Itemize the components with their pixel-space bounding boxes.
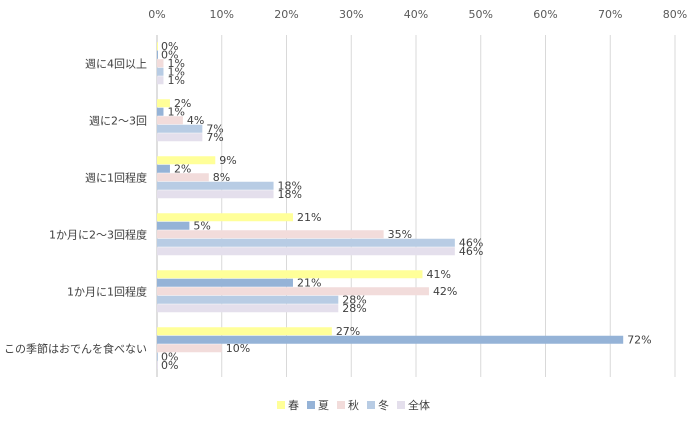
data-label: 35% — [388, 228, 412, 241]
bar — [157, 190, 274, 199]
bar — [157, 181, 274, 190]
category-label: 週に2～3回 — [89, 115, 147, 128]
data-label: 2% — [174, 162, 191, 175]
bar — [157, 361, 158, 370]
bar — [157, 107, 164, 116]
bar — [157, 278, 293, 287]
data-label: 27% — [336, 325, 360, 338]
data-label: 0% — [161, 40, 178, 53]
bar — [157, 156, 216, 165]
bar — [157, 50, 158, 59]
bar — [157, 76, 164, 85]
legend-label: 春 — [288, 399, 299, 412]
data-label: 8% — [213, 171, 230, 184]
bar — [157, 173, 209, 182]
x-tick-label: 40% — [404, 8, 428, 21]
data-label: 18% — [278, 179, 302, 192]
bar — [157, 327, 332, 336]
legend-swatch — [337, 401, 345, 409]
data-label: 21% — [297, 276, 321, 289]
x-tick-label: 70% — [598, 8, 622, 21]
data-label: 10% — [226, 342, 250, 355]
category-label: 1か月に2～3回程度 — [49, 228, 147, 242]
legend-swatch — [307, 401, 315, 409]
category-label: 1か月に1回程度 — [67, 285, 147, 299]
bar — [157, 270, 423, 279]
data-label: 28% — [342, 302, 366, 315]
legend-swatch — [367, 401, 375, 409]
data-label: 41% — [426, 268, 450, 281]
bar — [157, 99, 170, 108]
x-tick-label: 30% — [339, 8, 363, 21]
data-label: 1% — [167, 65, 184, 78]
x-tick-label: 60% — [533, 8, 557, 21]
data-label: 28% — [342, 293, 366, 306]
data-label: 1% — [167, 74, 184, 87]
data-label: 0% — [161, 48, 178, 61]
bar — [157, 164, 170, 173]
bar — [157, 304, 339, 313]
data-label: 5% — [193, 219, 210, 232]
category-label: 週に1回程度 — [85, 171, 147, 185]
data-label: 72% — [627, 333, 651, 346]
x-tick-label: 50% — [469, 8, 493, 21]
bar — [157, 42, 158, 51]
data-label: 0% — [161, 350, 178, 363]
x-tick-label: 20% — [274, 8, 298, 21]
x-tick-label: 10% — [210, 8, 234, 21]
bar — [157, 124, 203, 133]
data-label: 42% — [433, 285, 457, 298]
bar — [157, 295, 339, 304]
data-label: 18% — [278, 188, 302, 201]
legend-label: 秋 — [348, 398, 359, 412]
gridlines — [156, 35, 676, 377]
x-tick-label: 0% — [148, 8, 165, 21]
data-label: 21% — [297, 211, 321, 224]
data-label: 2% — [174, 97, 191, 110]
data-label: 9% — [219, 154, 236, 167]
x-tick-label: 80% — [663, 8, 687, 21]
bar — [157, 133, 203, 142]
data-label: 4% — [187, 114, 204, 127]
data-labels: 0%0%1%1%1%2%1%4%7%7%9%2%8%18%18%21%5%35%… — [161, 40, 652, 372]
bar — [157, 287, 429, 296]
category-label: この季節はおでんを食べない — [4, 342, 147, 356]
data-label: 46% — [459, 236, 483, 249]
bar — [157, 59, 164, 68]
x-axis-ticks: 0% 10% 20% 30% 40% 50% 60% 70% 80% — [148, 8, 687, 21]
bar — [157, 230, 384, 239]
category-label: 週に4回以上 — [85, 58, 147, 71]
bar — [157, 335, 624, 344]
legend-swatch — [277, 401, 285, 409]
bar — [157, 344, 222, 353]
data-label: 46% — [459, 245, 483, 258]
bar — [157, 116, 183, 125]
bars — [157, 42, 624, 370]
bar — [157, 238, 455, 247]
data-label: 7% — [206, 122, 223, 135]
legend-label: 全体 — [408, 398, 430, 412]
bar — [157, 352, 158, 361]
bar — [157, 213, 293, 222]
bar — [157, 221, 190, 230]
data-label: 1% — [167, 57, 184, 70]
legend-label: 冬 — [378, 398, 389, 412]
bar — [157, 67, 164, 76]
data-label: 0% — [161, 359, 178, 372]
legend-swatch — [397, 401, 405, 409]
bar — [157, 247, 455, 256]
legend-label: 夏 — [318, 399, 329, 412]
data-label: 1% — [167, 105, 184, 118]
data-label: 7% — [206, 131, 223, 144]
legend: 春 夏 秋 冬 全体 — [277, 398, 430, 412]
